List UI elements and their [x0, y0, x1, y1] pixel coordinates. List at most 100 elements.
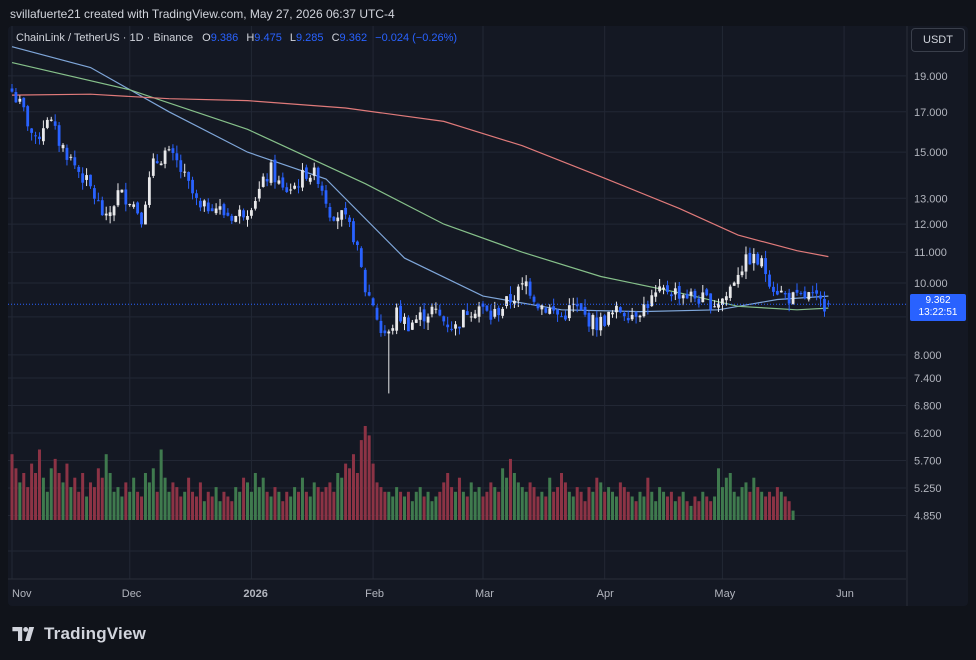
volume-bar	[497, 491, 501, 520]
candle-body	[685, 293, 689, 299]
candle-body	[728, 286, 732, 298]
candle-body	[65, 147, 69, 160]
candle-body	[618, 307, 622, 313]
volume-bar	[312, 482, 316, 520]
symbol-name[interactable]: ChainLink / TetherUS · 1D · Binance	[16, 32, 194, 44]
candle-body	[532, 296, 536, 302]
candle-body	[473, 313, 477, 319]
time-axis[interactable]: Nov Dec 2026 Feb Mar Apr May Jun	[12, 588, 854, 600]
volume-bar	[685, 501, 689, 520]
volume-bar	[461, 491, 465, 520]
candle-body	[544, 308, 548, 313]
candle-body	[171, 148, 175, 154]
candle-body	[713, 306, 716, 308]
candle-body	[277, 180, 281, 184]
volume-bar	[37, 449, 41, 520]
volume-bar	[567, 491, 571, 520]
price-tick-label: 6.800	[914, 401, 942, 413]
volume-bar	[524, 491, 528, 520]
candle-body	[187, 172, 191, 181]
volume-bar	[430, 501, 434, 520]
candle-body	[760, 258, 764, 267]
candle-body	[22, 97, 26, 108]
currency-button[interactable]: USDT	[911, 28, 965, 52]
ma-fast-line	[11, 46, 829, 313]
candle-body	[501, 308, 505, 316]
volume-bar	[654, 501, 658, 520]
candle-body	[587, 312, 591, 327]
volume-bar	[391, 496, 395, 520]
candle-body	[638, 315, 642, 318]
volume-bar	[371, 463, 375, 520]
volume-bar	[426, 491, 430, 520]
candle-body	[779, 290, 783, 293]
volume-bar	[261, 477, 265, 520]
candle-body	[430, 306, 434, 315]
volume-bar	[155, 491, 159, 520]
candle-body	[795, 289, 799, 293]
volume-bar	[246, 482, 249, 520]
candle-body	[140, 212, 143, 225]
volume-bar	[73, 477, 77, 520]
candle-body	[524, 281, 528, 287]
candle-body	[352, 221, 355, 243]
candle-body	[756, 253, 760, 265]
volume-bar	[493, 487, 497, 520]
volume-bar	[132, 477, 136, 520]
volume-bar	[214, 487, 218, 520]
candle-body	[42, 128, 45, 142]
candle-body	[144, 204, 147, 225]
candle-body	[642, 304, 646, 317]
change-value: −0.024 (−0.26%)	[375, 32, 458, 44]
price-tick-label: 4.850	[914, 511, 942, 523]
volume-bar	[583, 501, 587, 520]
price-chart[interactable]: 19.000 17.000 15.000 13.000 12.000 11.000 10.0…	[8, 26, 968, 606]
volume-bar	[563, 482, 567, 520]
candle-body	[579, 303, 583, 311]
volume-bar	[324, 487, 328, 520]
volume-bar	[140, 496, 144, 520]
moving-averages	[11, 46, 829, 313]
volume-bar	[10, 454, 14, 520]
candle-body	[528, 281, 532, 296]
volume-bar	[281, 501, 285, 520]
low-value: 9.285	[296, 32, 324, 44]
candle-body	[556, 309, 559, 315]
candle-body	[116, 190, 120, 206]
candle-body	[257, 188, 261, 199]
candle-body	[823, 298, 826, 312]
volume-bar	[49, 468, 53, 520]
candle-body	[615, 305, 618, 313]
candle-body	[93, 188, 96, 199]
volume-bar	[756, 487, 760, 520]
volume-bar	[787, 501, 791, 520]
price-tick-label: 10.000	[914, 278, 948, 290]
volume-bar	[489, 482, 493, 520]
volume-bar	[226, 496, 230, 520]
volume-bar	[124, 482, 128, 520]
candle-body	[18, 98, 22, 102]
price-tick-label: 19.000	[914, 71, 948, 83]
volume-bar	[222, 491, 226, 520]
candle-body	[599, 316, 603, 331]
candle-body	[414, 319, 418, 323]
candle-body	[120, 189, 124, 193]
candle-body	[611, 312, 614, 315]
candle-body	[81, 173, 85, 183]
candle-body	[348, 217, 351, 223]
candle-body	[89, 174, 92, 187]
candle-body	[772, 286, 775, 292]
volume-bar	[599, 482, 603, 520]
candle-body	[787, 292, 791, 304]
candle-body	[45, 119, 49, 128]
candle-body	[324, 190, 328, 204]
volume-bar	[351, 454, 355, 520]
volume-bar	[779, 491, 783, 520]
symbol-legend: ChainLink / TetherUS · 1D · Binance O9.3…	[16, 32, 457, 44]
candle-body	[100, 200, 104, 216]
candle-body	[316, 167, 320, 185]
tradingview-brand: TradingView	[12, 624, 146, 644]
candle-body	[222, 204, 226, 216]
volume-bar	[556, 487, 560, 520]
volume-bar	[438, 491, 442, 520]
